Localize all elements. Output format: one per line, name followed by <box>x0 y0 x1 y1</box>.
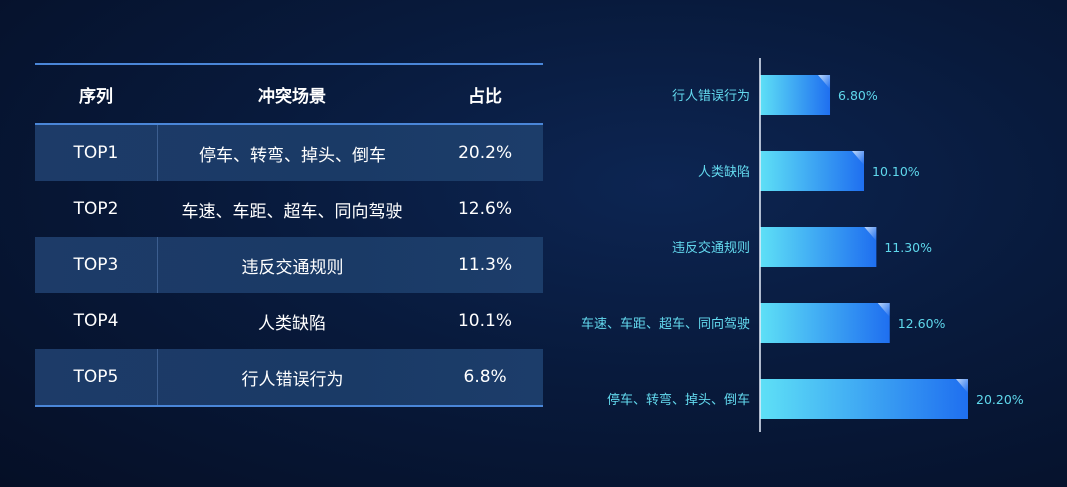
ratio-cell: 10.1% <box>457 311 512 331</box>
rank-cell: TOP5 <box>35 349 158 405</box>
value-label: 11.30% <box>884 240 932 255</box>
scene-cell: 停车、转弯、掉头、倒车 <box>199 145 386 166</box>
scene-cell: 车速、车距、超车、同向驾驶 <box>181 201 403 222</box>
header-rank: 序列 <box>79 86 113 107</box>
value-label: 12.60% <box>898 316 946 331</box>
scene-cell: 人类缺陷 <box>258 313 326 334</box>
bar-highlight <box>877 303 890 317</box>
bar-highlight <box>956 379 968 393</box>
rank-cell: TOP3 <box>35 237 158 293</box>
bar <box>760 227 877 267</box>
category-label: 车速、车距、超车、同向驾驶 <box>581 316 750 332</box>
header-ratio: 占比 <box>468 86 502 107</box>
category-label: 行人错误行为 <box>672 89 750 104</box>
scene-cell: 违反交通规则 <box>241 257 344 278</box>
header-scene: 冲突场景 <box>258 86 326 107</box>
category-label: 人类缺陷 <box>698 165 750 180</box>
bar-highlight <box>864 227 877 241</box>
bar <box>760 75 831 115</box>
category-label: 违反交通规则 <box>672 240 750 256</box>
bar <box>760 379 968 419</box>
category-label: 停车、转弯、掉头、倒车 <box>607 392 750 408</box>
ratio-cell: 20.2% <box>458 143 513 163</box>
value-label: 10.10% <box>872 164 920 179</box>
bar <box>760 151 864 191</box>
table-row: TOP3 违反交通规则 11.3% <box>35 237 543 293</box>
ratio-cell: 11.3% <box>458 255 513 275</box>
rank-cell: TOP4 <box>73 311 119 331</box>
bar-highlight <box>818 75 831 89</box>
ratio-cell: 6.8% <box>463 367 507 387</box>
table-row: TOP1 停车、转弯、掉头、倒车 20.2% <box>35 125 543 181</box>
table-row: TOP4 人类缺陷 10.1% <box>35 293 543 349</box>
scene-cell: 行人错误行为 <box>241 369 344 390</box>
ratio-cell: 12.6% <box>457 199 512 219</box>
table-row: TOP2 车速、车距、超车、同向驾驶 12.6% <box>35 181 543 237</box>
rank-cell: TOP2 <box>73 199 119 219</box>
bar <box>760 303 890 343</box>
table-header: 序列 冲突场景 占比 <box>35 65 543 125</box>
value-label: 6.80% <box>838 88 878 103</box>
value-label: 20.20% <box>976 392 1024 407</box>
bar-highlight <box>852 151 864 165</box>
rank-cell: TOP1 <box>35 125 158 181</box>
table-row: TOP5 行人错误行为 6.8% <box>35 349 543 405</box>
conflict-table: 序列 冲突场景 占比 TOP1 停车、转弯、掉头、倒车 20.2% TOP2 车… <box>35 63 543 407</box>
